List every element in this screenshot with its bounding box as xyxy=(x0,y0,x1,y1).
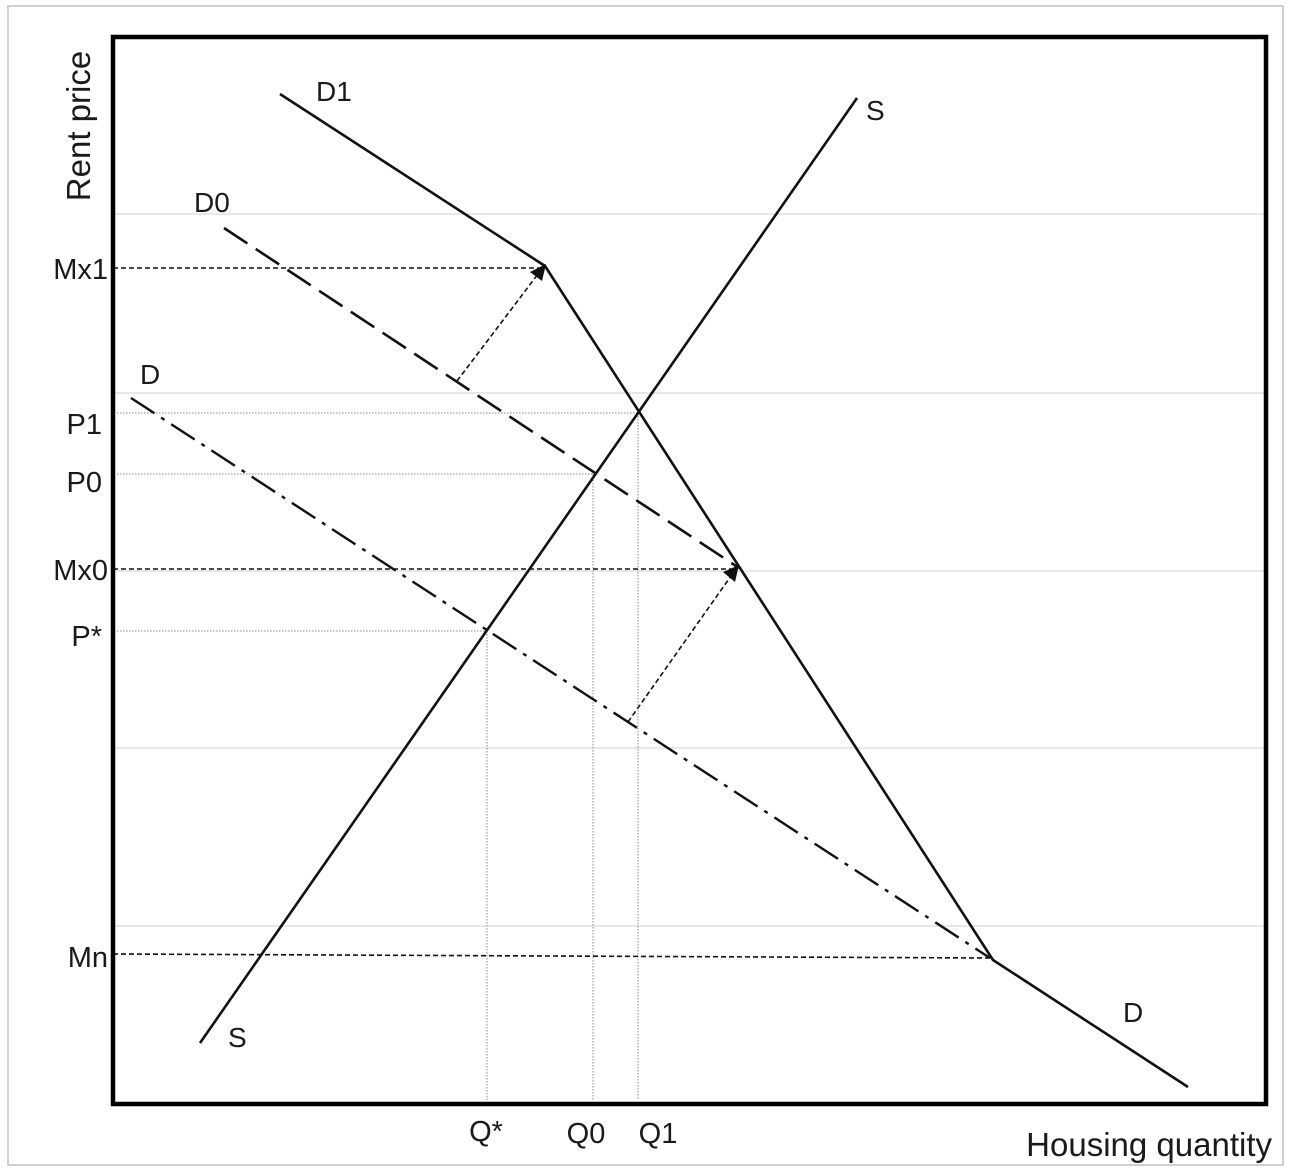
price-guides xyxy=(117,412,638,632)
label-d-bottom: D xyxy=(1123,997,1143,1028)
tick-pstar: P* xyxy=(71,621,102,653)
arrowhead-upper xyxy=(530,264,546,281)
tick-mx1: Mx1 xyxy=(53,254,108,286)
ceiling-lines xyxy=(112,267,991,959)
y-axis-title: Rent price xyxy=(60,51,97,201)
label-d1: D1 xyxy=(316,76,352,107)
demand-curve-d1 xyxy=(279,92,1189,1089)
mn-line xyxy=(112,953,991,959)
tick-p1: P1 xyxy=(67,409,102,441)
x-axis-title: Housing quantity xyxy=(1026,1126,1272,1163)
demand-curve-d xyxy=(130,396,991,960)
tick-q0: Q0 xyxy=(567,1118,606,1150)
shift-arrow-lower xyxy=(627,575,732,723)
tick-mn: Mn xyxy=(68,942,108,974)
demand-curve-d0 xyxy=(223,226,740,570)
tick-qstar: Q* xyxy=(469,1116,503,1148)
plot-frame xyxy=(110,34,1269,1107)
tick-p0: P0 xyxy=(67,467,102,499)
label-d-top: D xyxy=(140,359,160,390)
supply-curve xyxy=(198,97,859,1044)
outer-border xyxy=(7,5,1284,1166)
tick-mx0: Mx0 xyxy=(53,555,108,587)
quantity-guides xyxy=(486,413,639,1100)
gridlines xyxy=(113,213,1265,927)
label-s-top: S xyxy=(866,95,885,126)
label-d0: D0 xyxy=(194,187,230,218)
label-s-bottom: S xyxy=(228,1022,247,1053)
tick-q1: Q1 xyxy=(639,1118,678,1150)
shift-arrow-upper xyxy=(456,273,539,382)
shift-arrows xyxy=(456,273,732,723)
arrowhead-lower xyxy=(723,565,739,582)
